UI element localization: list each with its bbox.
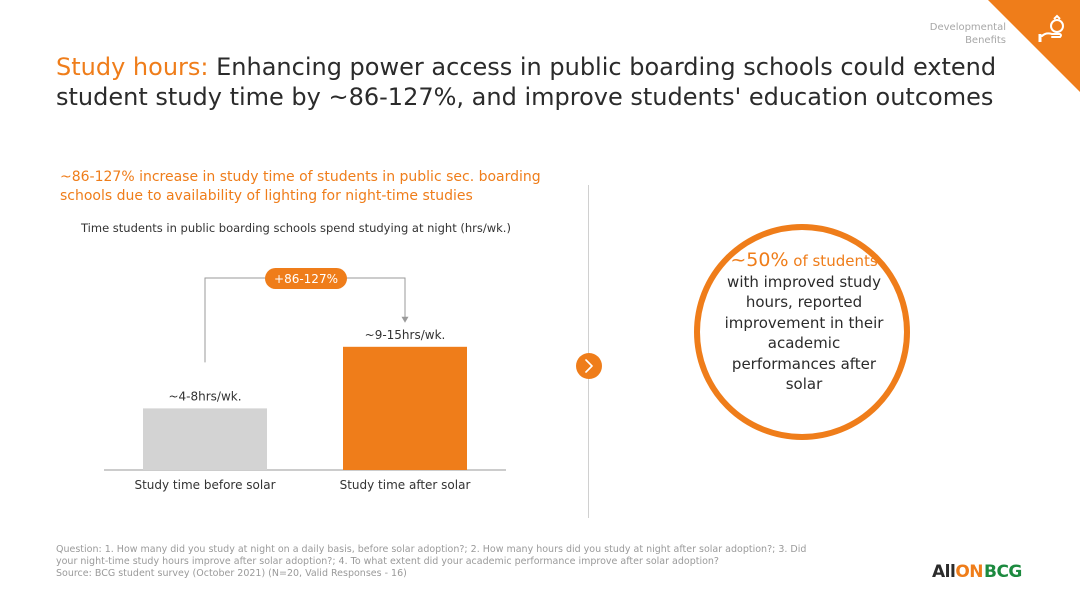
chevron-right-icon xyxy=(576,353,602,379)
allon-logo: AllON xyxy=(932,562,983,582)
section-label: Developmental Benefits xyxy=(929,22,1006,46)
footnote: Question: 1. How many did you study at n… xyxy=(56,544,896,580)
callout-big-value: ~50% xyxy=(730,249,789,271)
title-accent: Study hours: xyxy=(56,53,209,81)
bar-1 xyxy=(143,408,267,470)
bcg-logo: BCG xyxy=(984,562,1022,582)
corner-ribbon xyxy=(988,0,1080,92)
vertical-divider xyxy=(588,185,589,518)
bar-2 xyxy=(343,346,467,470)
callout-body: with improved study hours, reported impr… xyxy=(724,272,884,394)
change-pill xyxy=(265,268,347,289)
callout-circle xyxy=(694,224,910,440)
chart-subtitle: ~86-127% increase in study time of stude… xyxy=(60,169,541,204)
footnote-line-2: your night-time study hours improve afte… xyxy=(56,556,719,567)
hand-money-bag-icon xyxy=(1038,14,1064,42)
page-title: Study hours: Enhancing power access in p… xyxy=(56,52,1016,112)
bar-value-label-2: ~9-15hrs/wk. xyxy=(365,328,446,342)
callout-highlight: of students xyxy=(788,252,878,270)
footnote-line-1: Question: 1. How many did you study at n… xyxy=(56,544,807,555)
chart-title: Time students in public boarding schools… xyxy=(81,221,511,235)
x-tick-label-1: Study time before solar xyxy=(134,478,275,492)
title-text: Enhancing power access in public boardin… xyxy=(56,53,997,111)
change-label: +86-127% xyxy=(274,272,338,286)
bar-value-label-1: ~4-8hrs/wk. xyxy=(168,389,241,403)
change-arrowhead xyxy=(401,316,409,323)
footnote-source: Source: BCG student survey (October 2021… xyxy=(56,568,407,579)
x-tick-label-2: Study time after solar xyxy=(340,478,471,492)
callout-text: ~50% of students with improved study hour… xyxy=(722,250,886,395)
